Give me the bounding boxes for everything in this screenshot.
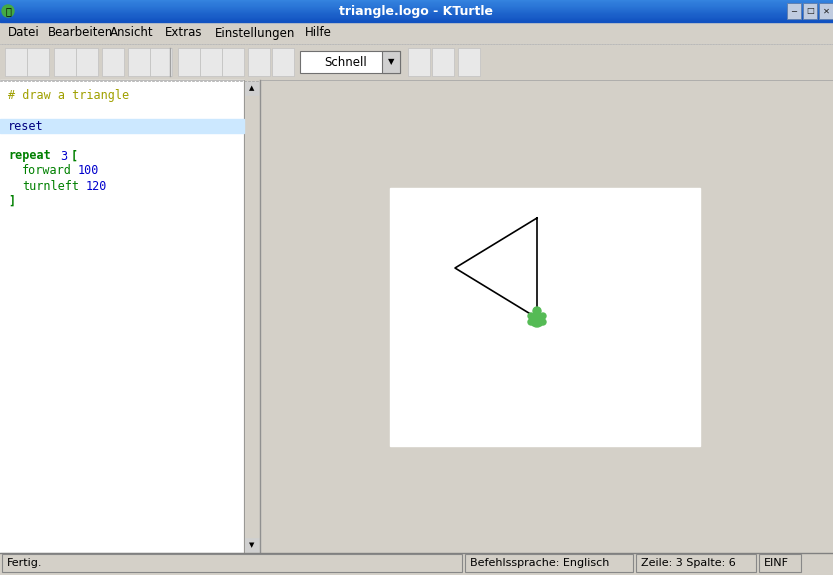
FancyBboxPatch shape [272, 48, 294, 76]
Text: 100: 100 [78, 164, 99, 178]
Bar [0, 22, 833, 44]
Bar [0, 119, 244, 133]
Bar [0, 20, 833, 21]
Bar [0, 6, 833, 8]
FancyBboxPatch shape [128, 48, 150, 76]
Circle shape [540, 313, 546, 319]
FancyBboxPatch shape [787, 3, 801, 19]
FancyBboxPatch shape [150, 48, 172, 76]
Bar [0, 19, 833, 20]
FancyBboxPatch shape [5, 48, 27, 76]
Text: Ansicht: Ansicht [110, 26, 153, 40]
FancyBboxPatch shape [819, 3, 833, 19]
Text: ▲: ▲ [249, 85, 255, 91]
FancyBboxPatch shape [200, 48, 222, 76]
Bar [260, 80, 833, 553]
FancyBboxPatch shape [408, 48, 430, 76]
Text: ]: ] [8, 194, 15, 208]
Bar [0, 11, 833, 13]
FancyBboxPatch shape [222, 48, 244, 76]
Bar [0, 10, 833, 12]
Bar [0, 13, 833, 15]
Text: ▼: ▼ [249, 542, 255, 548]
Circle shape [540, 319, 546, 325]
Circle shape [530, 313, 544, 327]
Bar [0, 18, 833, 19]
FancyBboxPatch shape [300, 51, 400, 73]
Bar [0, 3, 833, 5]
FancyBboxPatch shape [803, 3, 817, 19]
Bar [245, 81, 259, 95]
Text: repeat: repeat [8, 150, 51, 163]
Bar [0, 553, 833, 575]
Bar [0, 7, 833, 9]
Text: triangle.logo - KTurtle: triangle.logo - KTurtle [339, 5, 493, 17]
FancyBboxPatch shape [54, 48, 76, 76]
Bar [245, 538, 259, 552]
Bar [0, 14, 833, 16]
Circle shape [528, 319, 534, 325]
Bar [0, 80, 244, 553]
Bar [0, 2, 833, 4]
Bar [0, 5, 833, 6]
Text: Extras: Extras [165, 26, 202, 40]
FancyBboxPatch shape [636, 554, 756, 572]
FancyBboxPatch shape [102, 48, 124, 76]
Text: ▼: ▼ [387, 58, 394, 67]
Bar [0, 21, 833, 22]
FancyBboxPatch shape [382, 51, 400, 73]
Bar [0, 44, 833, 80]
Text: Hilfe: Hilfe [305, 26, 332, 40]
FancyBboxPatch shape [458, 48, 480, 76]
Bar [0, 16, 833, 17]
Text: 🐢: 🐢 [5, 6, 11, 16]
Bar [244, 80, 260, 553]
Bar [0, 12, 833, 14]
Bar [0, 9, 833, 10]
Text: forward: forward [22, 164, 72, 178]
Text: 3: 3 [60, 150, 67, 163]
FancyBboxPatch shape [465, 554, 633, 572]
Bar [0, 6, 833, 7]
Bar [0, 17, 833, 18]
Bar [0, 1, 833, 3]
FancyBboxPatch shape [2, 554, 462, 572]
Bar [390, 188, 700, 446]
Text: reset: reset [8, 120, 43, 132]
Text: Fertig.: Fertig. [7, 558, 42, 568]
FancyBboxPatch shape [432, 48, 454, 76]
Text: Bearbeiten: Bearbeiten [48, 26, 113, 40]
FancyBboxPatch shape [248, 48, 270, 76]
Text: # draw a triangle: # draw a triangle [8, 90, 129, 102]
FancyBboxPatch shape [759, 554, 801, 572]
Text: Schnell: Schnell [325, 56, 367, 68]
Text: □: □ [806, 6, 814, 16]
Bar [0, 0, 833, 2]
FancyBboxPatch shape [27, 48, 49, 76]
Text: ─: ─ [791, 6, 796, 16]
Circle shape [533, 307, 541, 315]
Circle shape [2, 5, 14, 17]
Text: Datei: Datei [8, 26, 40, 40]
Text: EINF: EINF [764, 558, 789, 568]
FancyBboxPatch shape [76, 48, 98, 76]
FancyBboxPatch shape [178, 48, 200, 76]
Circle shape [528, 313, 534, 319]
Text: [: [ [71, 150, 78, 163]
Text: Befehlssprache: Englisch: Befehlssprache: Englisch [470, 558, 610, 568]
Text: Einstellungen: Einstellungen [215, 26, 296, 40]
Text: 120: 120 [86, 179, 107, 193]
Text: Zeile: 3 Spalte: 6: Zeile: 3 Spalte: 6 [641, 558, 736, 568]
Text: ✕: ✕ [822, 6, 830, 16]
Text: turnleft: turnleft [22, 179, 79, 193]
